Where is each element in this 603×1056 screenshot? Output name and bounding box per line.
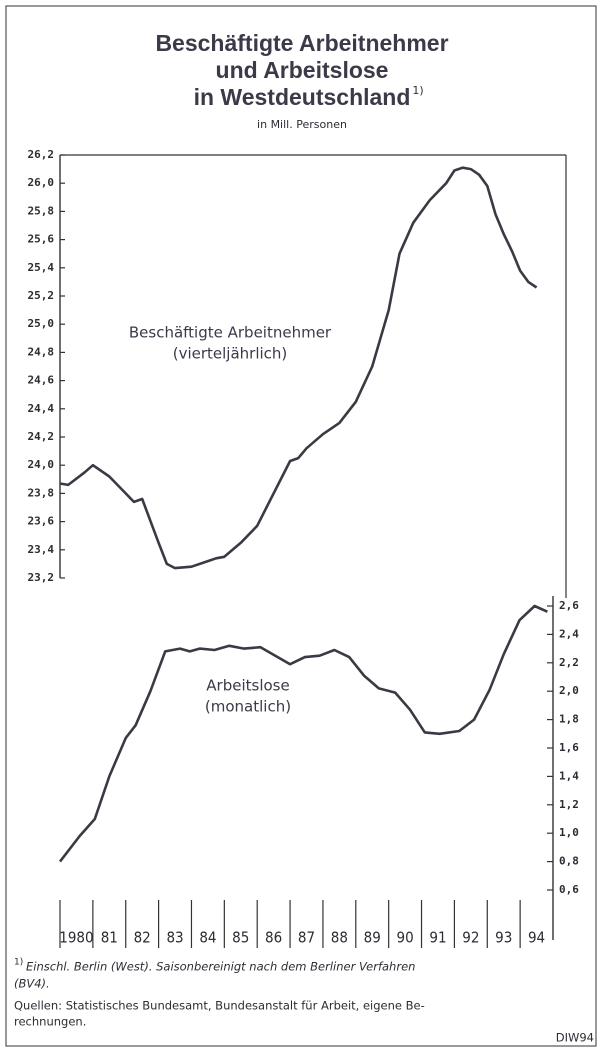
x-tick-label: 92 [462, 929, 479, 947]
x-tick-label: 1980 [59, 929, 93, 947]
y-tick-label: 24,4 [28, 402, 55, 415]
footnote-marker: 1) [14, 958, 23, 968]
y-tick-label: 23,2 [28, 571, 55, 584]
x-tick-label: 90 [397, 929, 414, 947]
series-line [59, 166, 538, 570]
y-tick-label: 25,2 [28, 289, 55, 302]
y2-tick-label: 2,4 [559, 627, 579, 640]
x-tick-label: 82 [134, 929, 151, 947]
chart-title: Beschäftigte Arbeitnehmer [155, 30, 448, 56]
sources: Quellen: Statistisches Bundesamt, Bundes… [14, 999, 425, 1013]
x-tick-label: 85 [232, 929, 249, 947]
x-tick-label: 91 [429, 929, 446, 947]
y2-tick-label: 2,6 [559, 599, 579, 612]
y-tick-label: 23,8 [28, 486, 55, 499]
series-line [58, 604, 548, 863]
x-tick-label: 89 [364, 929, 381, 947]
series-label: Arbeitslose [206, 677, 289, 695]
y-tick-label: 25,6 [28, 233, 55, 246]
x-tick-label: 93 [495, 929, 512, 947]
chart-subtitle: in Mill. Personen [257, 118, 347, 131]
y-tick-label: 26,2 [28, 148, 55, 161]
credit: DIW94 [556, 1031, 594, 1045]
sources: rechnungen. [14, 1015, 86, 1029]
title-note-marker: 1) [412, 84, 423, 97]
y-tick-label: 25,8 [28, 204, 55, 217]
y-tick-label: 25,0 [28, 317, 55, 330]
footnote: (BV4). [14, 977, 50, 991]
x-tick-label: 84 [199, 929, 216, 947]
y2-tick-label: 1,0 [559, 826, 579, 839]
y-tick-label: 24,0 [28, 458, 55, 471]
chart-title: und Arbeitslose [216, 57, 389, 83]
y-tick-label: 24,2 [28, 430, 55, 443]
x-tick-label: 94 [528, 929, 545, 947]
y2-tick-label: 1,8 [559, 713, 579, 726]
y-tick-label: 23,6 [28, 515, 55, 528]
footnote: Einschl. Berlin (West). Saisonbereinigt … [26, 960, 415, 974]
y-tick-label: 24,8 [28, 345, 55, 358]
y-tick-label: 26,0 [28, 176, 55, 189]
x-tick-label: 81 [101, 929, 118, 947]
x-tick-label: 83 [166, 929, 183, 947]
y2-tick-label: 2,2 [559, 656, 579, 669]
series-note: (monatlich) [205, 698, 291, 716]
y-tick-label: 23,4 [28, 543, 55, 556]
frame [5, 5, 597, 1047]
x-tick-label: 88 [331, 929, 348, 947]
series-label: Beschäftigte Arbeitnehmer [129, 324, 332, 342]
y2-tick-label: 2,0 [559, 684, 579, 697]
chart-title: in Westdeutschland [194, 84, 411, 110]
y2-tick-label: 1,2 [559, 798, 579, 811]
y-tick-label: 25,4 [28, 261, 55, 274]
x-tick-label: 87 [298, 929, 315, 947]
y-tick-label: 24,6 [28, 374, 55, 387]
series-note: (vierteljährlich) [173, 345, 288, 363]
y2-tick-label: 1,6 [559, 741, 579, 754]
y2-tick-label: 1,4 [559, 769, 579, 782]
y2-tick-label: 0,8 [559, 855, 579, 868]
x-tick-label: 86 [265, 929, 282, 947]
y2-tick-label: 0,6 [559, 883, 579, 896]
